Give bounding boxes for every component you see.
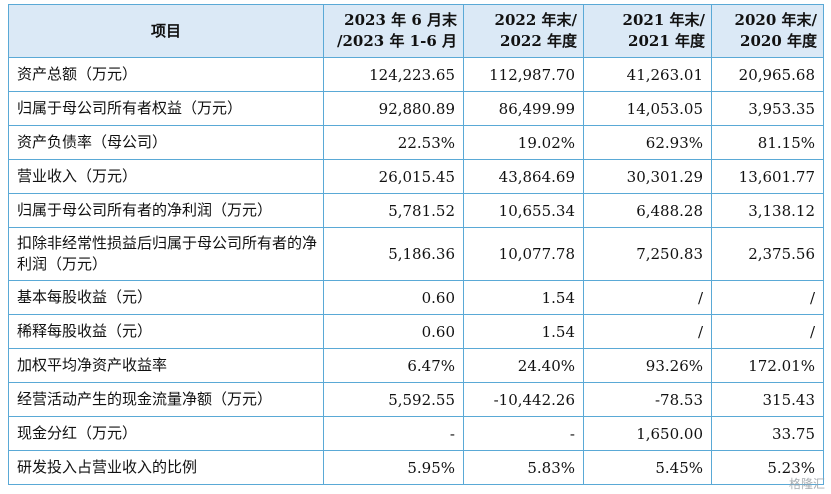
cell-2022: 43,864.69 (463, 159, 584, 194)
cell-2020: 315.43 (711, 382, 824, 417)
row-label: 稀释每股收益（元） (8, 314, 324, 349)
table-row: 研发投入占营业收入的比例 5.95% 5.83% 5.45% 5.23% (8, 450, 824, 485)
row-label: 现金分红（万元） (8, 416, 324, 451)
row-label: 归属于母公司所有者权益（万元） (8, 91, 324, 126)
cell-2022: 10,077.78 (463, 227, 584, 281)
cell-2021: 30,301.29 (583, 159, 712, 194)
cell-2023h1: 92,880.89 (323, 91, 464, 126)
table-row: 加权平均净资产收益率 6.47% 24.40% 93.26% 172.01% (8, 348, 824, 383)
cell-2022: - (463, 416, 584, 451)
header-2020-line2: 2020 年度 (740, 32, 817, 50)
cell-2022: 19.02% (463, 125, 584, 160)
cell-2023h1: 6.47% (323, 348, 464, 383)
table-row: 基本每股收益（元） 0.60 1.54 / / (8, 280, 824, 315)
table-row: 稀释每股收益（元） 0.60 1.54 / / (8, 314, 824, 349)
header-2021-line1: 2021 年末/ (622, 11, 705, 29)
table-row: 营业收入（万元） 26,015.45 43,864.69 30,301.29 1… (8, 159, 824, 194)
cell-2020: 13,601.77 (711, 159, 824, 194)
cell-2023h1: 5,186.36 (323, 227, 464, 281)
row-label: 归属于母公司所有者的净利润（万元） (8, 193, 324, 228)
header-row: 项目 2023 年 6 月末 /2023 年 1-6 月 2022 年末/ 20… (8, 4, 824, 58)
table-row: 经营活动产生的现金流量净额（万元） 5,592.55 -10,442.26 -7… (8, 382, 824, 417)
table-body: 资产总额（万元） 124,223.65 112,987.70 41,263.01… (8, 57, 824, 485)
cell-2022: 112,987.70 (463, 57, 584, 92)
row-label: 经营活动产生的现金流量净额（万元） (8, 382, 324, 417)
row-label: 加权平均净资产收益率 (8, 348, 324, 383)
cell-2023h1: 22.53% (323, 125, 464, 160)
table-header: 项目 2023 年 6 月末 /2023 年 1-6 月 2022 年末/ 20… (8, 4, 824, 58)
cell-2023h1: 124,223.65 (323, 57, 464, 92)
cell-2021: 14,053.05 (583, 91, 712, 126)
header-2022: 2022 年末/ 2022 年度 (463, 4, 584, 58)
table-row: 资产总额（万元） 124,223.65 112,987.70 41,263.01… (8, 57, 824, 92)
header-2021: 2021 年末/ 2021 年度 (583, 4, 712, 58)
cell-2023h1: 0.60 (323, 280, 464, 315)
cell-2021: 93.26% (583, 348, 712, 383)
financial-table-container: 项目 2023 年 6 月末 /2023 年 1-6 月 2022 年末/ 20… (8, 4, 824, 485)
cell-2020: 81.15% (711, 125, 824, 160)
watermark-logo: 格隆汇 (788, 477, 825, 491)
row-label: 基本每股收益（元） (8, 280, 324, 315)
table-row: 归属于母公司所有者权益（万元） 92,880.89 86,499.99 14,0… (8, 91, 824, 126)
cell-2021: 7,250.83 (583, 227, 712, 281)
cell-2023h1: 26,015.45 (323, 159, 464, 194)
cell-2021: / (583, 280, 712, 315)
cell-2022: 5.83% (463, 450, 584, 485)
header-2023h1: 2023 年 6 月末 /2023 年 1-6 月 (323, 4, 464, 58)
cell-2021: 41,263.01 (583, 57, 712, 92)
cell-2020: / (711, 280, 824, 315)
cell-2023h1: 0.60 (323, 314, 464, 349)
header-item: 项目 (8, 4, 324, 58)
cell-2022: -10,442.26 (463, 382, 584, 417)
cell-2020: 2,375.56 (711, 227, 824, 281)
cell-2021: 5.45% (583, 450, 712, 485)
cell-2020: 20,965.68 (711, 57, 824, 92)
cell-2020: 172.01% (711, 348, 824, 383)
cell-2022: 24.40% (463, 348, 584, 383)
cell-2020: / (711, 314, 824, 349)
table-row: 资产负债率（母公司） 22.53% 19.02% 62.93% 81.15% (8, 125, 824, 160)
cell-2020: 3,138.12 (711, 193, 824, 228)
header-2022-line1: 2022 年末/ (494, 11, 577, 29)
cell-2021: 62.93% (583, 125, 712, 160)
row-label: 研发投入占营业收入的比例 (8, 450, 324, 485)
header-2020: 2020 年末/ 2020 年度 (711, 4, 824, 58)
row-label: 营业收入（万元） (8, 159, 324, 194)
cell-2021: 6,488.28 (583, 193, 712, 228)
row-label: 资产负债率（母公司） (8, 125, 324, 160)
cell-2022: 86,499.99 (463, 91, 584, 126)
header-2021-line2: 2021 年度 (628, 32, 705, 50)
cell-2023h1: 5.95% (323, 450, 464, 485)
cell-2021: / (583, 314, 712, 349)
row-label: 资产总额（万元） (8, 57, 324, 92)
header-2023h1-line1: 2023 年 6 月末 (344, 11, 457, 29)
cell-2021: -78.53 (583, 382, 712, 417)
cell-2022: 10,655.34 (463, 193, 584, 228)
cell-2022: 1.54 (463, 280, 584, 315)
table-row: 扣除非经常性损益后归属于母公司所有者的净利润（万元） 5,186.36 10,0… (8, 227, 824, 281)
row-label: 扣除非经常性损益后归属于母公司所有者的净利润（万元） (8, 227, 324, 281)
header-2022-line2: 2022 年度 (500, 32, 577, 50)
cell-2020: 5.23% (711, 450, 824, 485)
cell-2023h1: - (323, 416, 464, 451)
cell-2023h1: 5,781.52 (323, 193, 464, 228)
cell-2020: 33.75 (711, 416, 824, 451)
header-2023h1-line2: /2023 年 1-6 月 (337, 32, 457, 50)
table-row: 现金分红（万元） - - 1,650.00 33.75 (8, 416, 824, 451)
header-2020-line1: 2020 年末/ (734, 11, 817, 29)
cell-2023h1: 5,592.55 (323, 382, 464, 417)
table-row: 归属于母公司所有者的净利润（万元） 5,781.52 10,655.34 6,4… (8, 193, 824, 228)
cell-2022: 1.54 (463, 314, 584, 349)
cell-2020: 3,953.35 (711, 91, 824, 126)
financial-summary-table: 项目 2023 年 6 月末 /2023 年 1-6 月 2022 年末/ 20… (8, 4, 824, 485)
cell-2021: 1,650.00 (583, 416, 712, 451)
